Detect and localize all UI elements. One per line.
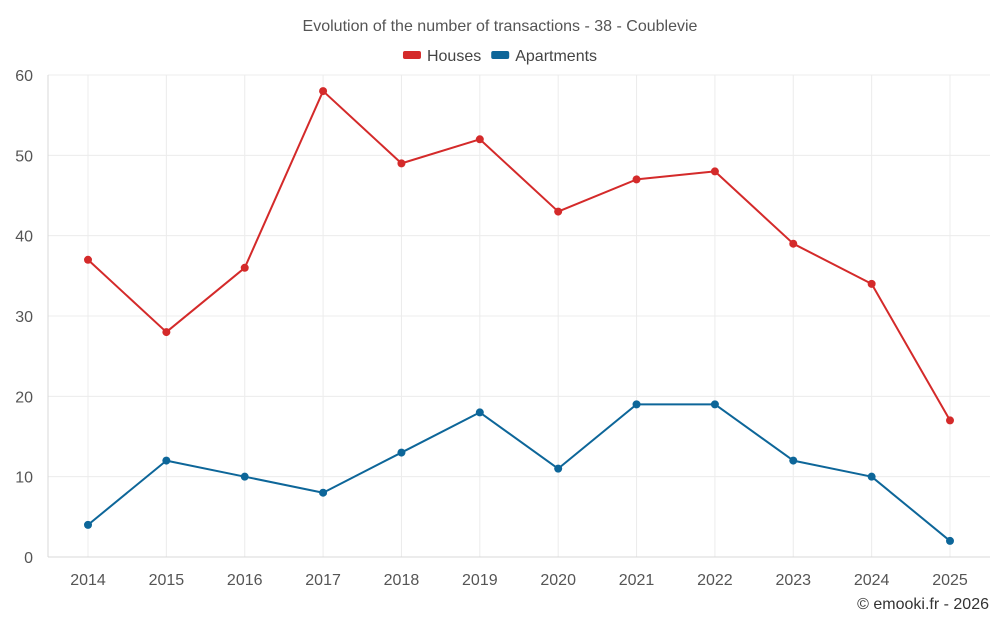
legend-item-apartments[interactable]: Apartments — [491, 48, 597, 65]
data-point-houses[interactable] — [554, 207, 563, 216]
y-tick-label: 50 — [15, 148, 33, 165]
data-point-apartments[interactable] — [710, 400, 719, 409]
x-tick-label: 2021 — [619, 572, 655, 589]
data-point-apartments[interactable] — [162, 456, 171, 465]
x-tick-label: 2015 — [149, 572, 185, 589]
data-point-houses[interactable] — [632, 175, 641, 184]
y-tick-label: 0 — [24, 550, 33, 567]
data-point-apartments[interactable] — [554, 464, 563, 473]
x-tick-label: 2019 — [462, 572, 498, 589]
chart-grid — [47, 74, 990, 558]
y-tick-label: 30 — [15, 309, 33, 326]
x-tick-label: 2025 — [932, 572, 968, 589]
data-point-houses[interactable] — [84, 255, 92, 264]
y-tick-label: 40 — [15, 229, 33, 246]
data-point-apartments[interactable] — [319, 488, 328, 497]
legend-swatch — [491, 51, 510, 59]
data-point-houses[interactable] — [710, 167, 719, 176]
data-point-apartments[interactable] — [84, 520, 92, 529]
credit-text: © emooki.fr - 2026 — [857, 596, 989, 613]
data-point-houses[interactable] — [789, 239, 798, 248]
y-tick-label: 20 — [15, 389, 33, 406]
y-tick-label: 60 — [15, 68, 33, 85]
legend-label: Houses — [427, 48, 481, 65]
chart-series — [84, 87, 954, 545]
data-point-apartments[interactable] — [632, 400, 641, 409]
data-point-apartments[interactable] — [789, 456, 798, 465]
data-point-houses[interactable] — [946, 416, 954, 425]
data-point-apartments[interactable] — [867, 472, 876, 481]
chart-title: Evolution of the number of transactions … — [303, 18, 698, 35]
legend-label: Apartments — [515, 48, 597, 65]
series-line-houses — [87, 90, 951, 422]
data-point-houses[interactable] — [475, 135, 484, 144]
x-tick-label: 2024 — [854, 572, 890, 589]
series-houses — [84, 87, 954, 425]
legend-swatch — [402, 51, 421, 59]
y-axis: 0 10 20 30 40 50 60 — [15, 68, 33, 567]
x-tick-label: 2016 — [227, 572, 263, 589]
data-point-apartments[interactable] — [475, 408, 484, 417]
x-axis: 2014 2015 2016 2017 2018 2019 2020 2021 2022 2023… — [70, 572, 968, 589]
data-point-houses[interactable] — [319, 87, 328, 96]
data-point-apartments[interactable] — [946, 536, 954, 545]
y-tick-label: 10 — [15, 470, 33, 487]
data-point-houses[interactable] — [162, 328, 171, 337]
x-tick-label: 2018 — [384, 572, 420, 589]
x-tick-label: 2014 — [70, 572, 106, 589]
data-point-apartments[interactable] — [397, 448, 406, 457]
x-tick-label: 2017 — [305, 572, 341, 589]
x-tick-label: 2023 — [775, 572, 811, 589]
data-point-houses[interactable] — [867, 279, 876, 288]
x-tick-label: 2020 — [540, 572, 576, 589]
data-point-apartments[interactable] — [240, 472, 249, 481]
chart-legend: Houses Apartments — [402, 48, 597, 65]
series-apartments — [84, 400, 954, 545]
data-point-houses[interactable] — [397, 159, 406, 168]
data-point-houses[interactable] — [240, 263, 249, 272]
x-tick-label: 2022 — [697, 572, 733, 589]
legend-item-houses[interactable]: Houses — [402, 48, 481, 65]
series-line-apartments — [87, 403, 951, 542]
